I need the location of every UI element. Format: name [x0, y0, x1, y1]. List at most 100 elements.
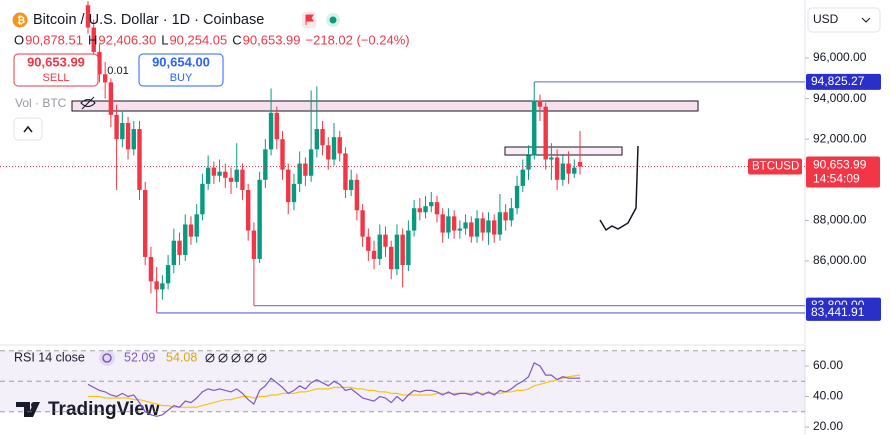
candle-body: [223, 171, 228, 178]
ohlc-text: −218.02 (−0.24%): [306, 32, 410, 47]
candle-body: [91, 27, 96, 52]
ohlc-text: 92,406.30: [98, 32, 156, 47]
rsi-value: 52.09: [124, 350, 155, 364]
last-price-tag: [806, 156, 880, 188]
candle-body: [457, 228, 463, 231]
candle-body: [383, 234, 388, 247]
candle-body: [148, 256, 154, 282]
buy-label: BUY: [170, 72, 193, 84]
candle-body: [102, 74, 108, 83]
candle-body: [423, 206, 428, 213]
candle-body: [497, 212, 503, 235]
buy-button[interactable]: [138, 53, 224, 87]
level-tag: [806, 304, 881, 321]
candle-body: [171, 240, 177, 266]
candle-body: [245, 189, 251, 231]
flag-icon: [305, 14, 314, 25]
candle-body: [543, 106, 548, 160]
candle-body: [188, 224, 194, 237]
drawn-rectangle: [71, 100, 699, 112]
candle-body: [154, 281, 159, 290]
candle-body: [131, 129, 136, 150]
candle-body: [537, 100, 543, 107]
candle-body: [503, 212, 508, 221]
rsi-tick-label: 60.00: [813, 358, 843, 372]
sell-button[interactable]: [13, 53, 99, 87]
candle-body: [205, 167, 211, 184]
level-label: 83,441.91: [811, 305, 865, 319]
y-tick-label: 92,000.00: [813, 131, 867, 145]
candle-body: [97, 51, 102, 75]
rsi-line: [87, 362, 581, 417]
buy-price: 90,654.00: [152, 54, 210, 69]
level-label: 94,825.27: [811, 74, 865, 88]
ohlc-text: H: [88, 32, 97, 47]
candle-body: [331, 137, 337, 160]
candle-body: [263, 149, 268, 180]
rsi-label: RSI 14 close: [14, 350, 85, 364]
candle-body: [217, 171, 222, 176]
candle-body: [286, 169, 291, 203]
candle-body: [125, 122, 131, 150]
candle-body: [165, 265, 171, 284]
candle-body: [268, 112, 274, 150]
volume-label: Vol · BTC: [15, 96, 67, 110]
candle-body: [520, 169, 525, 186]
candle-body: [234, 169, 239, 182]
candle-body: [446, 216, 451, 233]
level-tag: [806, 73, 881, 90]
last-price-label: 90,653.99: [813, 158, 867, 172]
candle-body: [377, 234, 382, 259]
candle-body: [526, 155, 531, 170]
ohlc-text: 90,254.05: [169, 32, 227, 47]
candle-body: [509, 208, 514, 221]
candle-body: [160, 283, 165, 290]
drawn-path: [599, 145, 639, 232]
candle-body: [400, 234, 405, 266]
candle-body: [228, 177, 234, 182]
title: Bitcoin / U.S. Dollar · 1D · Coinbase: [33, 12, 264, 28]
candle-body: [194, 214, 199, 237]
candle-body: [451, 216, 457, 231]
ohlc-legend: O 90,878.51 H 92,406.30 L 90,254.05 C 90,653.99…: [14, 32, 410, 47]
na-icons: [205, 353, 267, 363]
candle-body: [314, 129, 320, 150]
candle-body: [394, 234, 400, 270]
candle-body: [297, 163, 302, 184]
collapse-button[interactable]: [13, 117, 43, 141]
candle-body: [326, 145, 331, 160]
candle-body: [303, 163, 308, 176]
y-tick-label: 94,000.00: [813, 91, 867, 105]
candle-body: [348, 179, 354, 190]
spread: 0.01: [107, 65, 128, 77]
candle-body: [360, 210, 365, 237]
candle-body: [120, 122, 125, 140]
candle-body: [240, 169, 245, 190]
candle-body: [211, 167, 217, 176]
symbol-tag: [748, 158, 802, 175]
candle-body: [434, 202, 440, 215]
status-dot: [329, 16, 337, 24]
candle-body: [486, 220, 491, 233]
hide-icon[interactable]: [80, 96, 96, 110]
candle-body: [389, 246, 394, 270]
drawn-rectangle: [504, 146, 623, 156]
countdown: 14:54:09: [813, 172, 860, 186]
candle-body: [491, 220, 497, 235]
rsi-ma-value: 54.08: [166, 350, 197, 364]
chevron: [23, 125, 33, 133]
y-tick-label: 96,000.00: [813, 50, 867, 64]
ohlc-text: O: [14, 32, 24, 47]
candle-body: [200, 183, 205, 215]
candle-body: [177, 240, 182, 255]
candle-body: [257, 179, 262, 259]
candle-body: [308, 149, 314, 176]
candle-body: [280, 139, 285, 170]
candle-body: [143, 189, 148, 257]
candle-body: [532, 100, 537, 156]
currency-dropdown[interactable]: [807, 7, 881, 33]
candle-body: [337, 137, 342, 154]
candle-body: [560, 163, 566, 180]
